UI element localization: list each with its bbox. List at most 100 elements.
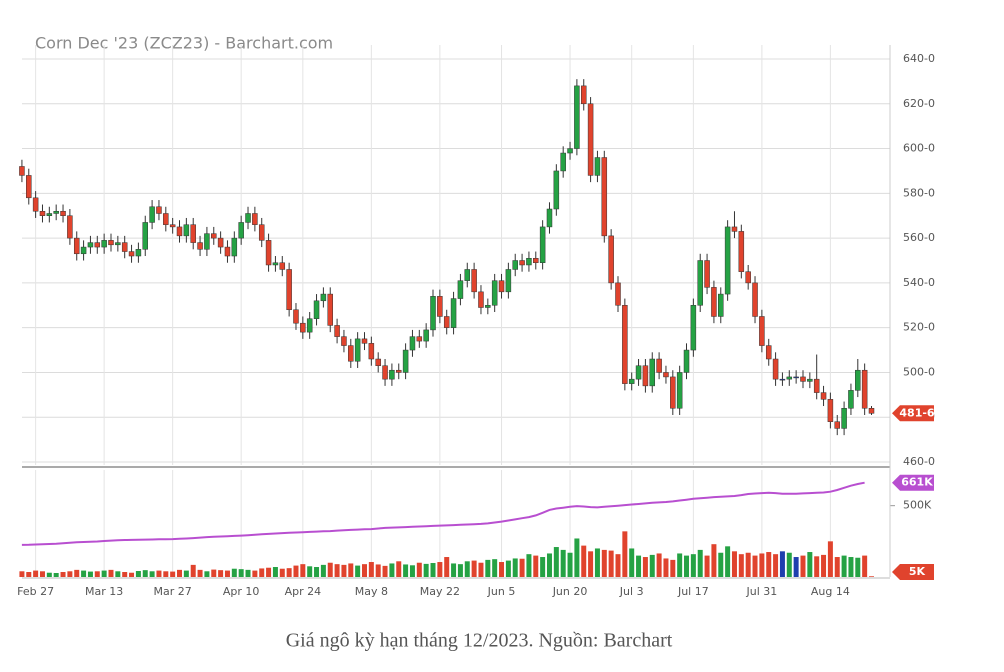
candle-body: [265, 240, 272, 266]
volume-bar: [738, 554, 744, 577]
volume-bar: [115, 571, 121, 577]
candle-body: [457, 280, 464, 299]
candle-body: [526, 258, 532, 266]
volume-bar: [718, 552, 724, 577]
candle-body: [142, 222, 149, 250]
candle-body: [855, 369, 861, 391]
volume-bar: [684, 555, 690, 577]
last-price-badge: [892, 405, 934, 422]
candle-body: [765, 345, 772, 360]
volume-bar: [300, 564, 306, 577]
volume-bar: [540, 557, 546, 577]
volume-bar: [642, 557, 648, 577]
candle-body: [615, 282, 621, 306]
volume-bar: [519, 558, 525, 577]
candle-body: [163, 213, 169, 225]
volume-bar: [94, 571, 100, 577]
x-tick-label: May 22: [420, 585, 460, 598]
volume-bar: [314, 567, 320, 577]
candle-body: [498, 280, 505, 293]
x-tick-label: Aug 14: [811, 585, 850, 598]
volume-bar: [190, 564, 196, 577]
volume-bar: [224, 570, 230, 577]
volume-bar: [869, 576, 875, 577]
volume-bar: [403, 564, 409, 577]
volume-bar: [60, 572, 66, 577]
candle-body: [752, 282, 758, 317]
candle-body: [820, 392, 827, 400]
volume-bar: [690, 554, 696, 577]
candle-body: [176, 226, 183, 237]
candle-body: [471, 269, 477, 293]
candle-body: [738, 231, 745, 272]
candle-body: [601, 157, 608, 237]
candle-body: [169, 224, 176, 228]
volume-bar: [814, 556, 820, 577]
volume-bar: [177, 569, 183, 577]
candle-body: [320, 293, 327, 302]
candle-body: [704, 260, 710, 288]
volume-bar: [745, 552, 751, 577]
volume-bar: [512, 558, 518, 577]
volume-bar: [834, 557, 840, 577]
candle-body: [300, 322, 306, 333]
volume-bar: [725, 546, 731, 577]
volume-bar: [581, 545, 587, 577]
candle-body: [690, 305, 697, 351]
candle-body: [94, 242, 101, 248]
volume-bar: [588, 551, 594, 577]
candle-body: [560, 152, 566, 172]
last-price-label: 481-6: [899, 406, 935, 419]
candle-body: [868, 408, 875, 414]
volume-bar: [629, 548, 635, 577]
volume-bar: [526, 554, 532, 577]
volume-bar: [238, 569, 244, 577]
volume-bar: [122, 572, 128, 577]
candle-body: [834, 421, 840, 429]
candle-body: [361, 338, 368, 344]
x-tick-label: Jul 17: [677, 585, 709, 598]
volume-bar: [752, 555, 758, 577]
volume-bar: [601, 549, 607, 577]
candle-body: [26, 175, 32, 199]
volume-bar: [142, 570, 148, 577]
candle-body: [39, 210, 46, 216]
candle-body: [327, 293, 333, 326]
candle-body: [450, 298, 457, 328]
volume-bar: [334, 564, 340, 577]
open-interest-line: [21, 481, 865, 546]
candle-body: [670, 376, 676, 409]
candle-body: [279, 262, 286, 270]
volume-bar: [492, 559, 498, 577]
candle-body: [539, 226, 546, 263]
candle-body: [32, 197, 39, 212]
candle-body: [649, 358, 656, 387]
volume-bar: [567, 552, 573, 577]
candle-body: [245, 213, 251, 223]
volume-bar: [396, 561, 402, 577]
candle-body: [135, 249, 142, 257]
volume-bar: [704, 555, 710, 577]
candle-body: [183, 224, 190, 237]
volume-bar: [74, 569, 80, 577]
candle-body: [485, 305, 491, 308]
volume-bar: [67, 571, 73, 577]
volume-bar: [361, 564, 367, 577]
volume-bar: [211, 569, 217, 577]
volume-tick-label: 500K: [903, 499, 932, 512]
volume-bar: [793, 557, 799, 577]
x-tick-label: Jul 3: [619, 585, 644, 598]
candle-body: [354, 338, 361, 362]
candle-body: [574, 85, 580, 149]
candle-body: [389, 369, 395, 380]
volume-bar: [451, 563, 457, 577]
volume-bar: [368, 562, 374, 577]
candle-body: [724, 226, 731, 295]
candle-body: [313, 300, 320, 319]
volume-bar: [560, 549, 566, 577]
candle-body: [546, 208, 553, 228]
volume-bar: [594, 548, 600, 577]
open-interest-label: 661K: [901, 476, 933, 489]
candle-body: [807, 378, 813, 382]
